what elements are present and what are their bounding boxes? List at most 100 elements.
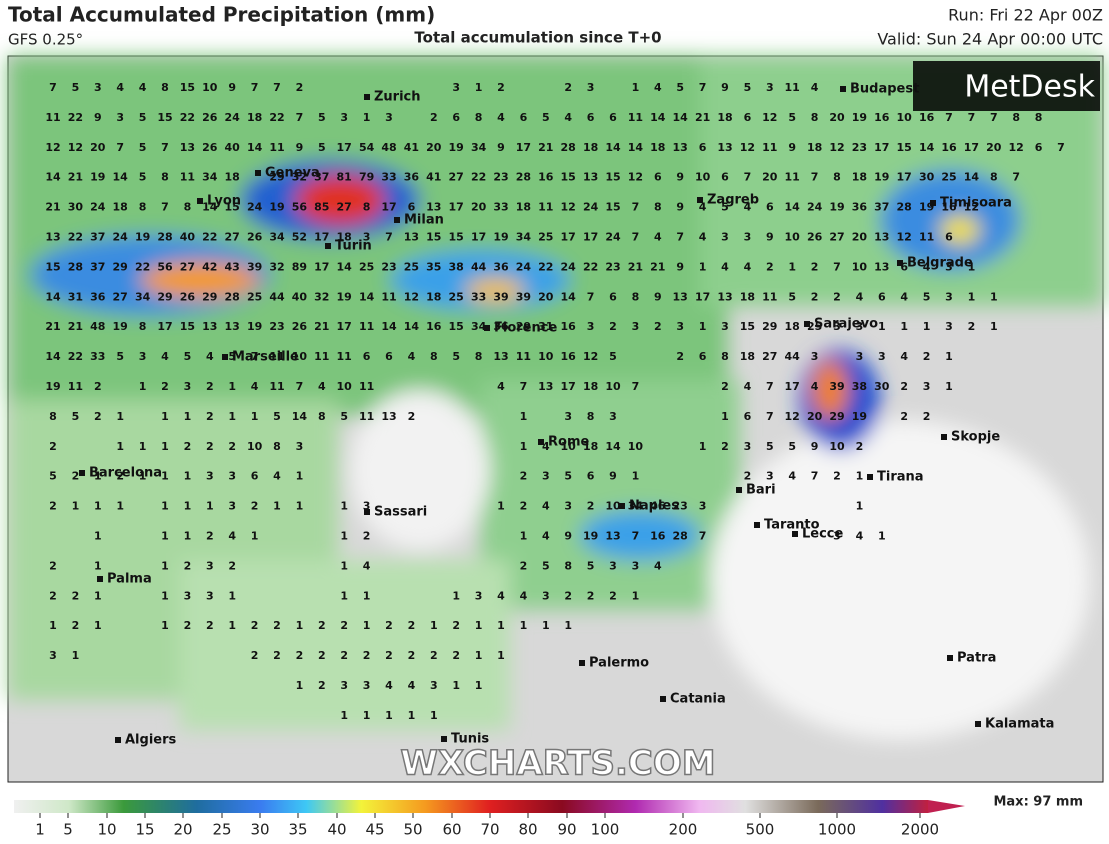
grid-value: 3 [811,350,819,363]
grid-value: 1 [497,649,505,662]
grid-value: 21 [45,201,60,214]
grid-value: 5 [676,81,684,94]
grid-value: 5 [587,559,595,572]
grid-value: 2 [833,290,841,303]
grid-value: 4 [497,589,505,602]
grid-value: 13 [493,350,508,363]
grid-value: 2 [900,410,908,423]
grid-value: 5 [340,410,348,423]
grid-value: 2 [408,619,416,632]
grid-value: 11 [762,141,777,154]
grid-value: 3 [475,589,483,602]
grid-value: 7 [699,81,707,94]
city-label: Algiers [125,733,177,748]
grid-value: 26 [807,231,823,244]
grid-value: 6 [251,470,259,483]
grid-value: 12 [628,171,643,184]
grid-value: 44 [471,260,487,273]
colorbar-tick-label: 500 [746,821,775,839]
grid-value: 19 [874,171,889,184]
grid-value: 27 [225,231,240,244]
grid-value: 44 [269,290,285,303]
grid-value: 22 [538,260,553,273]
grid-value: 23 [673,500,688,513]
grid-value: 2 [94,410,102,423]
grid-value: 2 [318,619,326,632]
grid-value: 18 [426,290,441,303]
grid-value: 8 [49,410,57,423]
grid-value: 7 [116,141,124,154]
grid-value: 1 [520,530,528,543]
grid-value: 2 [923,350,931,363]
grid-value: 17 [471,231,486,244]
grid-value: 4 [900,350,908,363]
grid-value: 10 [785,231,801,244]
grid-value: 26 [292,320,308,333]
grid-value: 9 [654,290,662,303]
grid-value: 12 [897,231,912,244]
grid-value: 3 [94,81,102,94]
grid-value: 1 [788,260,796,273]
grid-value: 17 [695,290,710,303]
colorbar-tick-label: 15 [135,821,154,839]
grid-value: 2 [318,649,326,662]
colorbar-tick-label: 100 [591,821,620,839]
grid-value: 6 [699,141,707,154]
grid-value: 2 [430,649,438,662]
grid-value: 10 [337,380,353,393]
grid-value: 33 [90,350,105,363]
grid-value: 5 [923,290,931,303]
valid: Valid: Sun 24 Apr 00:00 UTC [877,30,1103,49]
grid-value: 27 [113,290,128,303]
grid-value: 5 [139,171,147,184]
grid-value: 4 [721,260,729,273]
grid-value: 10 [628,440,644,453]
grid-value: 1 [923,320,931,333]
grid-value: 2 [520,500,528,513]
grid-value: 3 [632,559,640,572]
grid-value: 2 [206,530,214,543]
grid-value: 19 [852,410,867,423]
city-marker [197,198,203,204]
grid-value: 4 [900,290,908,303]
grid-value: 14 [964,171,980,184]
grid-value: 1 [721,410,729,423]
grid-value: 18 [740,350,755,363]
grid-value: 13 [225,320,240,333]
grid-value: 13 [180,141,195,154]
grid-value: 9 [676,260,684,273]
grid-value: 40 [292,290,308,303]
city-marker [364,94,370,100]
grid-value: 26 [202,141,218,154]
grid-value: 13 [605,530,620,543]
grid-value: 9 [497,141,505,154]
grid-value: 8 [430,350,438,363]
grid-value: 2 [408,649,416,662]
grid-value: 8 [721,350,729,363]
grid-value: 1 [990,320,998,333]
grid-value: 18 [717,111,732,124]
grid-value: 6 [945,231,953,244]
grid-value: 3 [363,231,371,244]
grid-value: 17 [337,320,352,333]
grid-value: 2 [564,589,572,602]
grid-value: 8 [632,290,640,303]
grid-value: 1 [385,709,393,722]
city-marker [325,243,331,249]
grid-value: 28 [897,201,912,214]
grid-value: 11 [359,410,374,423]
grid-value: 17 [897,171,912,184]
city-marker [736,487,742,493]
grid-value: 3 [766,470,774,483]
grid-value: 5 [273,410,281,423]
grid-value: 2 [968,320,976,333]
grid-value: 1 [72,649,80,662]
city-label: Barcelona [89,466,162,481]
grid-value: 1 [161,619,169,632]
grid-value: 2 [385,649,393,662]
grid-value: 5 [452,350,460,363]
grid-value: 11 [269,350,284,363]
grid-value: 5 [542,559,550,572]
grid-value: 5 [788,440,796,453]
